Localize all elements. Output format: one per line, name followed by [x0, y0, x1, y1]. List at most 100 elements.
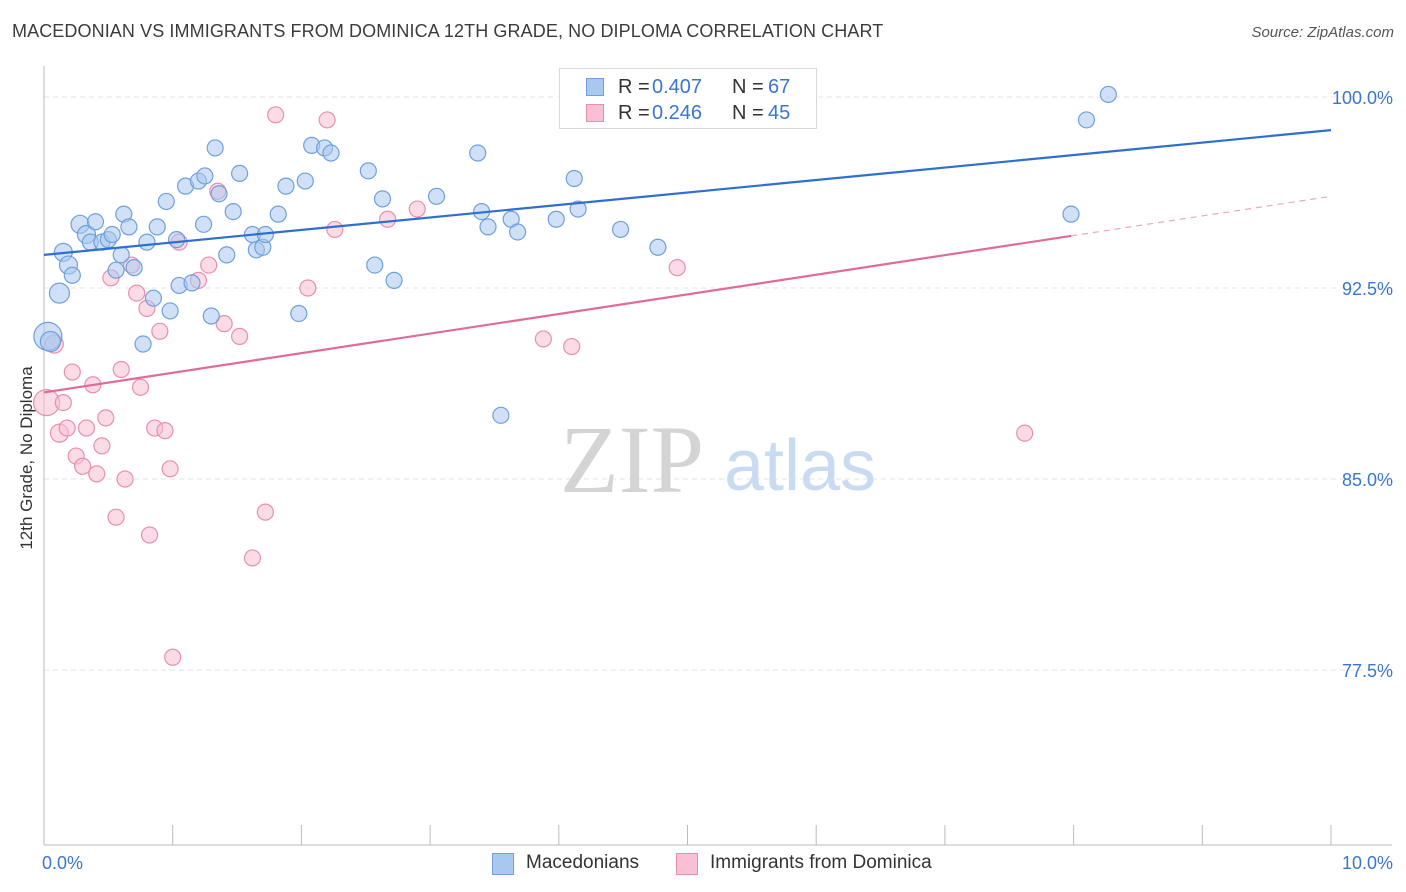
macedonian-point [112, 246, 130, 264]
dominica-point [93, 437, 111, 455]
r-value: 0.407 [652, 76, 703, 98]
macedonian-point [479, 218, 497, 236]
dominica-point [668, 259, 686, 277]
dominica-point [151, 322, 169, 340]
macedonian-point [373, 190, 392, 208]
r-value: 0.246 [652, 102, 703, 124]
series-legend: Macedonians Immigrants from Dominica [0, 852, 1406, 876]
dominica-point [63, 363, 81, 381]
macedonian-point [269, 205, 287, 223]
dominica-point [200, 256, 218, 274]
dominica-point [563, 337, 581, 356]
macedonian-point [202, 307, 220, 325]
dominica-point [326, 220, 344, 239]
watermark: ZIP atlas [560, 406, 876, 513]
macedonian-point [322, 144, 340, 162]
macedonian-point [385, 271, 403, 289]
macedonian-point [1062, 205, 1080, 223]
macedonian-point [366, 256, 384, 274]
x-tick-label: 0.0% [42, 853, 83, 873]
macedonian-point [86, 213, 105, 231]
dominica-point [77, 419, 96, 437]
macedonian-point [290, 304, 308, 323]
n-value: 45 [768, 102, 791, 124]
dominica-point [299, 279, 317, 297]
macedonian-point [565, 169, 583, 188]
dominica-point [156, 422, 174, 440]
macedonians-trend-line [43, 129, 1332, 256]
dominica-point [379, 210, 397, 228]
macedonian-point [138, 233, 156, 251]
tick-labels: 100.0% 92.5% 85.0% 77.5% 0.0% 10.0% [42, 88, 1393, 873]
y-tick-label: 92.5% [1342, 279, 1393, 299]
trend-lines [43, 129, 1332, 394]
macedonian-point [210, 185, 228, 203]
dominica-point [243, 549, 262, 567]
dominica-point [128, 284, 146, 302]
macedonian-point [509, 223, 527, 241]
dominica-point [116, 470, 134, 488]
macedonian-point [161, 302, 179, 320]
watermark-zip: ZIP [560, 406, 704, 513]
dominica-point [215, 315, 233, 333]
dominica-point [97, 409, 115, 427]
dominica-point [140, 526, 159, 544]
macedonian-point [39, 330, 62, 353]
dominica-point [534, 330, 552, 348]
macedonian-point [359, 162, 377, 180]
axes [43, 66, 1392, 846]
macedonian-point [167, 231, 186, 249]
dominica-point [131, 378, 150, 396]
dominica-trend-line [43, 234, 1072, 394]
source-credit: Source: ZipAtlas.com [1251, 24, 1394, 41]
r-key: R = [618, 102, 650, 124]
dominica-point [88, 465, 106, 483]
macedonian-point [107, 261, 125, 279]
macedonian-point [492, 406, 510, 424]
dominica-point [112, 360, 130, 379]
macedonian-point [427, 187, 446, 205]
dominica-point [54, 394, 72, 412]
dominica-point [318, 111, 336, 129]
series-dominica-points [32, 106, 1034, 666]
macedonian-point [194, 215, 213, 233]
n-key: N = [732, 102, 764, 124]
dominica-point [58, 419, 76, 437]
dominica-point [408, 200, 426, 218]
macedonian-point [224, 203, 242, 221]
dominica-point [164, 648, 182, 666]
macedonian-point [48, 282, 71, 304]
dominica-trend-extension [1070, 195, 1332, 237]
watermark-atlas: atlas [724, 426, 876, 506]
macedonian-point [196, 167, 214, 185]
series-macedonians-points [33, 85, 1117, 424]
dominica-point [231, 327, 249, 345]
x-tick-label: 10.0% [1342, 853, 1393, 873]
macedonian-point [218, 246, 236, 264]
swatch-blue [586, 78, 604, 96]
gridlines [44, 96, 1392, 671]
macedonian-point [63, 266, 81, 284]
macedonian-point [547, 210, 565, 228]
macedonian-point [206, 139, 224, 157]
n-value: 67 [768, 76, 791, 98]
macedonian-point [611, 220, 630, 239]
macedonian-point [1099, 85, 1117, 104]
dominica-point [107, 508, 125, 526]
macedonian-point [144, 289, 162, 307]
macedonian-point [183, 274, 201, 292]
macedonian-point [277, 177, 295, 195]
dominica-point [74, 457, 92, 475]
macedonian-point [649, 238, 667, 256]
macedonian-point [120, 218, 138, 236]
legend-swatch-pink [676, 853, 698, 875]
legend-label: Immigrants from Dominica [710, 852, 932, 873]
macedonian-point [569, 200, 587, 218]
macedonian-point [103, 225, 121, 244]
macedonian-point [134, 335, 152, 353]
y-tick-label: 77.5% [1342, 661, 1393, 681]
y-tick-label: 85.0% [1342, 470, 1393, 490]
y-axis-label: 12th Grade, No Diploma [17, 366, 36, 550]
macedonian-point [231, 164, 249, 182]
